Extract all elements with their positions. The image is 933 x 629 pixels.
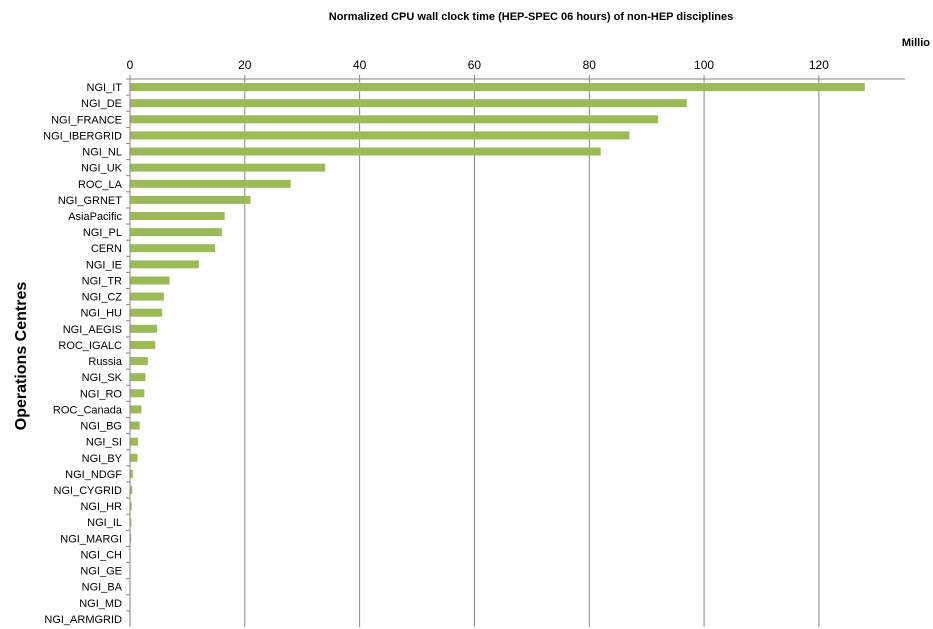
bar [130, 147, 601, 156]
category-label: NGI_RO [80, 388, 123, 400]
category-label: NGI_IBERGRID [43, 130, 122, 142]
category-label: AsiaPacific [68, 211, 122, 223]
bars [130, 83, 865, 623]
category-label: NGI_HU [80, 308, 122, 320]
category-label: NGI_HR [80, 501, 122, 513]
bar [130, 340, 156, 349]
category-label: ROC_LA [78, 179, 123, 191]
bar [130, 486, 133, 494]
bar [130, 389, 145, 398]
bar [130, 518, 132, 527]
bar [130, 212, 225, 220]
category-label: NGI_BY [82, 453, 123, 465]
bar [130, 83, 865, 92]
category-label: NGI_CH [80, 549, 122, 561]
category-label: NGI_NDGF [65, 469, 122, 481]
bar [130, 260, 199, 269]
bar [130, 99, 687, 108]
bar [130, 276, 170, 285]
bar [130, 292, 164, 301]
bar [130, 163, 326, 172]
bar [130, 502, 132, 511]
category-label: NGI_NL [82, 147, 122, 159]
category-label: NGI_FRANCE [51, 114, 122, 126]
category-label: NGI_IT [87, 82, 123, 94]
category-label: NGI_TR [82, 275, 122, 287]
category-label: NGI_MARGI [60, 533, 122, 545]
bar [130, 179, 291, 188]
category-label: Russia [88, 356, 123, 368]
bar [130, 308, 163, 317]
bar [130, 357, 148, 366]
bar [130, 115, 659, 124]
x-tick-label: 0 [127, 58, 134, 72]
category-label: NGI_PL [83, 227, 122, 239]
category-label: NGI_IL [87, 517, 122, 529]
chart-title: Normalized CPU wall clock time (HEP-SPEC… [329, 11, 733, 23]
category-label: ROC_Canada [53, 404, 123, 416]
bar [130, 244, 215, 253]
category-label: NGI_GE [80, 566, 122, 578]
bar [130, 453, 138, 462]
category-label: NGI_AEGIS [63, 324, 122, 336]
y-axis-label: Operations Centres [13, 282, 30, 431]
category-labels: NGI_IT NGI_DE NGI_FRANCE NGI_IBERGRID NGI_NL… [43, 78, 130, 626]
category-label: NGI_SI [86, 437, 122, 449]
category-label: NGI_CZ [82, 292, 123, 304]
grid-lines [244, 79, 820, 627]
category-label: NGI_GRNET [58, 195, 122, 207]
bar [130, 131, 630, 140]
x-tick-label: 100 [694, 58, 714, 72]
x-tick-label: 120 [809, 58, 829, 72]
x-tick-label: 80 [583, 58, 597, 72]
category-label: NGI_DE [81, 98, 122, 110]
x-unit-label: Millio [902, 37, 930, 49]
category-label: ROC_IGALC [58, 340, 122, 352]
category-label: NGI_IE [86, 259, 122, 271]
bar [130, 421, 140, 430]
bar [130, 469, 133, 478]
category-label: CERN [91, 243, 122, 255]
x-tick-labels: 0 20 40 60 80 100 120 [127, 58, 829, 79]
category-label: NGI_UK [81, 163, 123, 175]
bar [130, 534, 132, 543]
category-label: NGI_ARMGRID [44, 614, 122, 626]
bar [130, 228, 222, 237]
bar [130, 373, 146, 382]
bar [130, 437, 139, 446]
x-tick-label: 60 [468, 58, 482, 72]
x-tick-label: 20 [238, 58, 252, 72]
x-tick-label: 40 [353, 58, 367, 72]
category-label: NGI_BG [80, 421, 122, 433]
category-label: NGI_SK [82, 372, 123, 384]
bar [130, 195, 251, 204]
bar [130, 405, 142, 414]
category-label: NGI_BA [82, 582, 123, 594]
category-label: NGI_CYGRID [54, 485, 123, 497]
category-label: NGI_MD [79, 598, 122, 610]
bar [130, 324, 157, 333]
